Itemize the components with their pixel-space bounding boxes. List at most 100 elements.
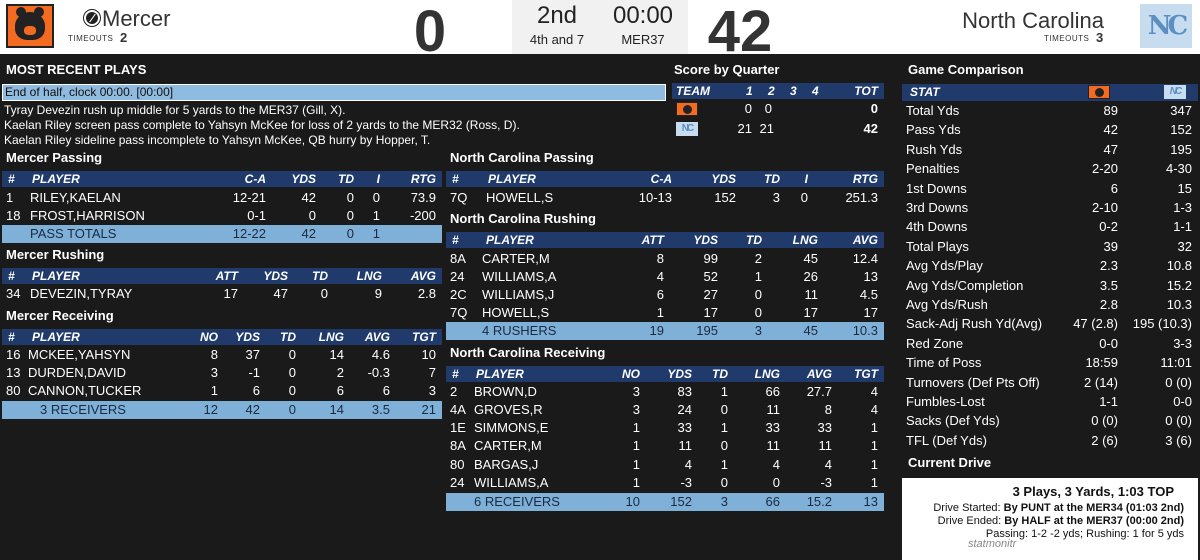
statmonitr-watermark: statmonitr xyxy=(968,538,1017,550)
nc-value: 0-0 xyxy=(1173,394,1192,409)
nc-value: 10.8 xyxy=(1166,258,1192,274)
mercer-logo-icon xyxy=(1088,85,1110,99)
stat-label: Avg Yds/Completion xyxy=(906,277,1024,293)
table-row: 24 WILLIAMS,A 1 -3 0 0 -3 1 xyxy=(450,475,878,490)
play-item: Kaelan Riley screen pass complete to Yah… xyxy=(4,118,520,132)
nc-value: 3 (6) xyxy=(1165,432,1192,448)
play-item: Tyray Devezin rush up middle for 5 yards… xyxy=(4,103,346,117)
mercer-passing-title: Mercer Passing xyxy=(6,150,103,165)
nc-receiving-header: # PLAYER NO YDS TD LNG AVG TGT xyxy=(446,366,884,382)
nc-value: 347 xyxy=(1170,103,1192,118)
mercer-value: 47 (2.8) xyxy=(1073,316,1118,332)
game-clock-panel: 2nd 00:00 4th and 7 MER37 xyxy=(512,0,688,54)
north-carolina-logo-icon: NC xyxy=(676,122,698,136)
score-row-north-carolina: NC 21 21 42 xyxy=(672,120,884,139)
nc-rushing-totals: 4 RUSHERS 19 195 3 45 10.3 xyxy=(446,322,884,340)
nc-value: 195 (10.3) xyxy=(1132,316,1192,332)
mercer-logo-icon xyxy=(676,102,698,116)
mercer-receiving-header: # PLAYER NO YDS TD LNG AVG TGT xyxy=(2,329,442,345)
score-by-quarter-header: TEAM 1 2 3 4 TOT xyxy=(672,83,884,99)
nc-value: 0 (0) xyxy=(1165,374,1192,390)
stat-label: Turnovers (Def Pts Off) xyxy=(906,374,1040,390)
nc-value: 195 xyxy=(1170,141,1192,157)
drive-summary: 3 Plays, 3 Yards, 1:03 TOP xyxy=(1012,484,1174,499)
mercer-value: 2 (6) xyxy=(1091,432,1118,448)
nc-value: 1-1 xyxy=(1173,219,1192,235)
table-row: 2 BROWN,D 3 83 1 66 27.7 4 xyxy=(450,384,878,399)
drive-started: Drive Started: By PUNT at the MER34 (01:… xyxy=(933,502,1184,514)
comparison-row: Sacks (Def Yds) 0 (0) 0 (0) xyxy=(902,412,1198,431)
mercer-rushing-title: Mercer Rushing xyxy=(6,247,105,262)
comparison-row: Sack-Adj Rush Yd(Avg) 47 (2.8) 195 (10.3) xyxy=(902,315,1198,334)
mercer-rushing-header: # PLAYER ATT YDS TD LNG AVG xyxy=(2,268,442,284)
game-comparison-header: STAT NC xyxy=(902,84,1198,101)
nc-rushing-title: North Carolina Rushing xyxy=(450,211,596,226)
mercer-passing-header: # PLAYER C-A YDS TD I RTG xyxy=(2,171,442,187)
mercer-value: 39 xyxy=(1103,238,1118,254)
home-timeouts: 2 xyxy=(120,30,128,45)
table-row: 80 CANNON,TUCKER 1 6 0 6 6 3 xyxy=(6,383,436,398)
mercer-value: 47 xyxy=(1103,141,1118,157)
possession-football-icon xyxy=(84,10,100,26)
nc-value: 11:01 xyxy=(1160,355,1192,371)
stat-label: Red Zone xyxy=(906,335,964,351)
comparison-row: Avg Yds/Rush 2.8 10.3 xyxy=(902,296,1198,315)
comparison-row: Fumbles-Lost 1-1 0-0 xyxy=(902,393,1198,412)
comparison-row: Total Plays 39 32 xyxy=(902,238,1198,257)
stat-label: 1st Downs xyxy=(906,180,967,196)
drive-stats: Passing: 1-2 -2 yds; Rushing: 1 for 5 yd… xyxy=(985,528,1184,540)
stat-label: 4th Downs xyxy=(906,219,968,235)
away-score: 42 xyxy=(707,0,773,64)
nc-value: 152 xyxy=(1170,122,1192,138)
mercer-value: 18:59 xyxy=(1085,355,1118,371)
nc-value: 3-3 xyxy=(1173,335,1192,351)
mercer-value: 6 xyxy=(1110,180,1118,196)
nc-value: 32 xyxy=(1177,238,1192,254)
comparison-row: 1st Downs 6 15 xyxy=(902,180,1198,199)
down-and-distance: 4th and 7 xyxy=(529,32,585,47)
stat-label: Pass Yds xyxy=(906,122,961,138)
mercer-value: 42 xyxy=(1103,122,1118,138)
table-row: 13 DURDEN,DAVID 3 -1 0 2 -0.3 7 xyxy=(6,365,436,380)
stat-label: Time of Poss xyxy=(906,355,982,371)
drive-ended: Drive Ended: By HALF at the MER37 (00:00… xyxy=(937,515,1184,527)
comparison-row: Rush Yds 47 195 xyxy=(902,141,1198,160)
nc-value: 0 (0) xyxy=(1165,413,1192,429)
comparison-row: Avg Yds/Play 2.3 10.8 xyxy=(902,257,1198,276)
period: 2nd xyxy=(536,2,578,29)
scoreboard-header: Mercer TIMEOUTS 2 0 2nd 00:00 4th and 7 … xyxy=(0,0,1200,64)
play-item: Kaelan Riley sideline pass incomplete to… xyxy=(4,133,431,147)
mercer-value: 2-10 xyxy=(1091,200,1118,215)
mercer-logo-icon xyxy=(6,4,54,48)
away-team-name: North Carolina xyxy=(962,8,1104,33)
home-timeouts-label: TIMEOUTS xyxy=(68,34,114,43)
mercer-value: 89 xyxy=(1103,103,1118,118)
nc-value: 15.2 xyxy=(1166,277,1192,293)
current-drive-title: Current Drive xyxy=(908,455,992,470)
table-row: 16 MCKEE,YAHSYN 8 37 0 14 4.6 10 xyxy=(6,347,436,362)
nc-value: 15 xyxy=(1177,180,1192,196)
table-row: 80 BARGAS,J 1 4 1 4 4 1 xyxy=(450,457,878,472)
ball-spot: MER37 xyxy=(621,32,665,47)
play-item: End of half, clock 00:00. [00:00] xyxy=(2,84,666,101)
score-row-mercer: 0 0 0 xyxy=(672,100,884,119)
mercer-value: 0 (0) xyxy=(1091,413,1118,429)
table-row: 7Q HOWELL,S 10-13 152 3 0 251.3 xyxy=(450,190,878,205)
score-by-quarter-title: Score by Quarter xyxy=(674,62,780,77)
table-row: 34 DEVEZIN,TYRAY 17 47 0 9 2.8 xyxy=(6,286,436,301)
comparison-row: Total Yds 89 347 xyxy=(902,102,1198,121)
recent-plays-title: MOST RECENT PLAYS xyxy=(6,62,147,77)
stat-label: Total Yds xyxy=(906,103,960,118)
mercer-value: 2.3 xyxy=(1099,258,1118,274)
game-comparison-title: Game Comparison xyxy=(908,62,1024,77)
stat-label: 3rd Downs xyxy=(906,200,969,215)
mercer-value: 2-20 xyxy=(1091,161,1118,177)
nc-receiving-totals: 6 RECEIVERS 10 152 3 66 15.2 13 xyxy=(446,493,884,511)
away-timeouts-label: TIMEOUTS xyxy=(1044,34,1090,43)
stat-label: Penalties xyxy=(906,161,960,177)
stat-label: Fumbles-Lost xyxy=(906,394,985,409)
comparison-row: Time of Poss 18:59 11:01 xyxy=(902,354,1198,373)
home-team-name: Mercer xyxy=(102,6,171,31)
mercer-receiving-totals: 3 RECEIVERS 12 42 0 14 3.5 21 xyxy=(2,401,442,419)
comparison-row: TFL (Def Yds) 2 (6) 3 (6) xyxy=(902,432,1198,451)
